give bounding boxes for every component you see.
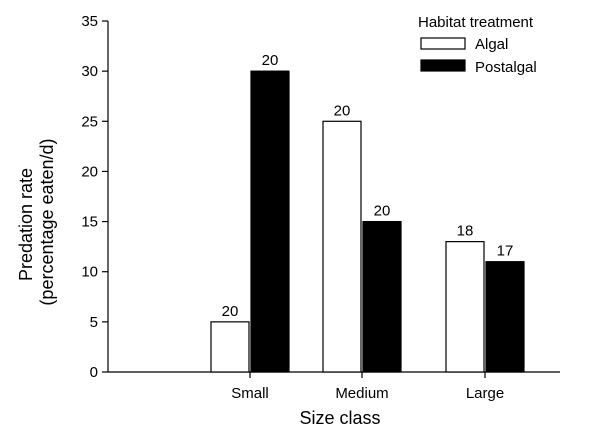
bar-n-label-postalgal-small: 20 — [262, 52, 279, 69]
bar-postalgal-small — [250, 70, 290, 373]
y-tick-label: 35 — [81, 13, 98, 30]
y-tick-label: 15 — [81, 214, 98, 231]
y-axis-title-line1: Predation rate — [16, 168, 36, 281]
x-axis-title: Size class — [299, 408, 380, 428]
bar-n-label-algal-medium: 20 — [334, 102, 351, 119]
y-tick-label: 0 — [90, 364, 98, 381]
bar-n-label-algal-large: 18 — [457, 223, 474, 240]
y-tick-label: 10 — [81, 264, 98, 281]
legend-label-algal: Algal — [475, 36, 508, 53]
y-tick-label: 20 — [81, 163, 98, 180]
y-tick-label: 30 — [81, 63, 98, 80]
bar-postalgal-large — [485, 261, 525, 373]
bar-count-labels: 20 20 20 20 18 17 — [222, 52, 514, 320]
x-tick-label-large: Large — [466, 385, 504, 402]
bar-postalgal-medium — [362, 220, 402, 373]
bar-n-label-postalgal-medium: 20 — [374, 203, 391, 220]
bar-algal-small — [210, 321, 250, 373]
legend-title: Habitat treatment — [418, 14, 534, 31]
y-axis-title-line2: (percentage eaten/d) — [37, 138, 57, 305]
chart-axes: 0 5 10 15 20 25 30 35 Small Medium Large — [81, 13, 560, 402]
y-axis-title: Predation rate (percentage eaten/d) — [16, 138, 57, 305]
x-tick-label-medium: Medium — [335, 385, 388, 402]
legend-swatch-algal — [420, 37, 466, 50]
legend: Habitat treatment Algal Postalgal — [418, 14, 537, 76]
y-tick-label: 5 — [90, 314, 98, 331]
bar-algal-large — [445, 241, 485, 373]
y-tick-label: 25 — [81, 113, 98, 130]
legend-swatch-postalgal — [420, 59, 466, 72]
bar-algal-medium — [322, 120, 362, 373]
bar-n-label-algal-small: 20 — [222, 303, 239, 320]
legend-label-postalgal: Postalgal — [475, 59, 537, 76]
bar-n-label-postalgal-large: 17 — [497, 243, 514, 260]
chart-bars — [210, 70, 525, 373]
x-tick-label-small: Small — [231, 385, 269, 402]
